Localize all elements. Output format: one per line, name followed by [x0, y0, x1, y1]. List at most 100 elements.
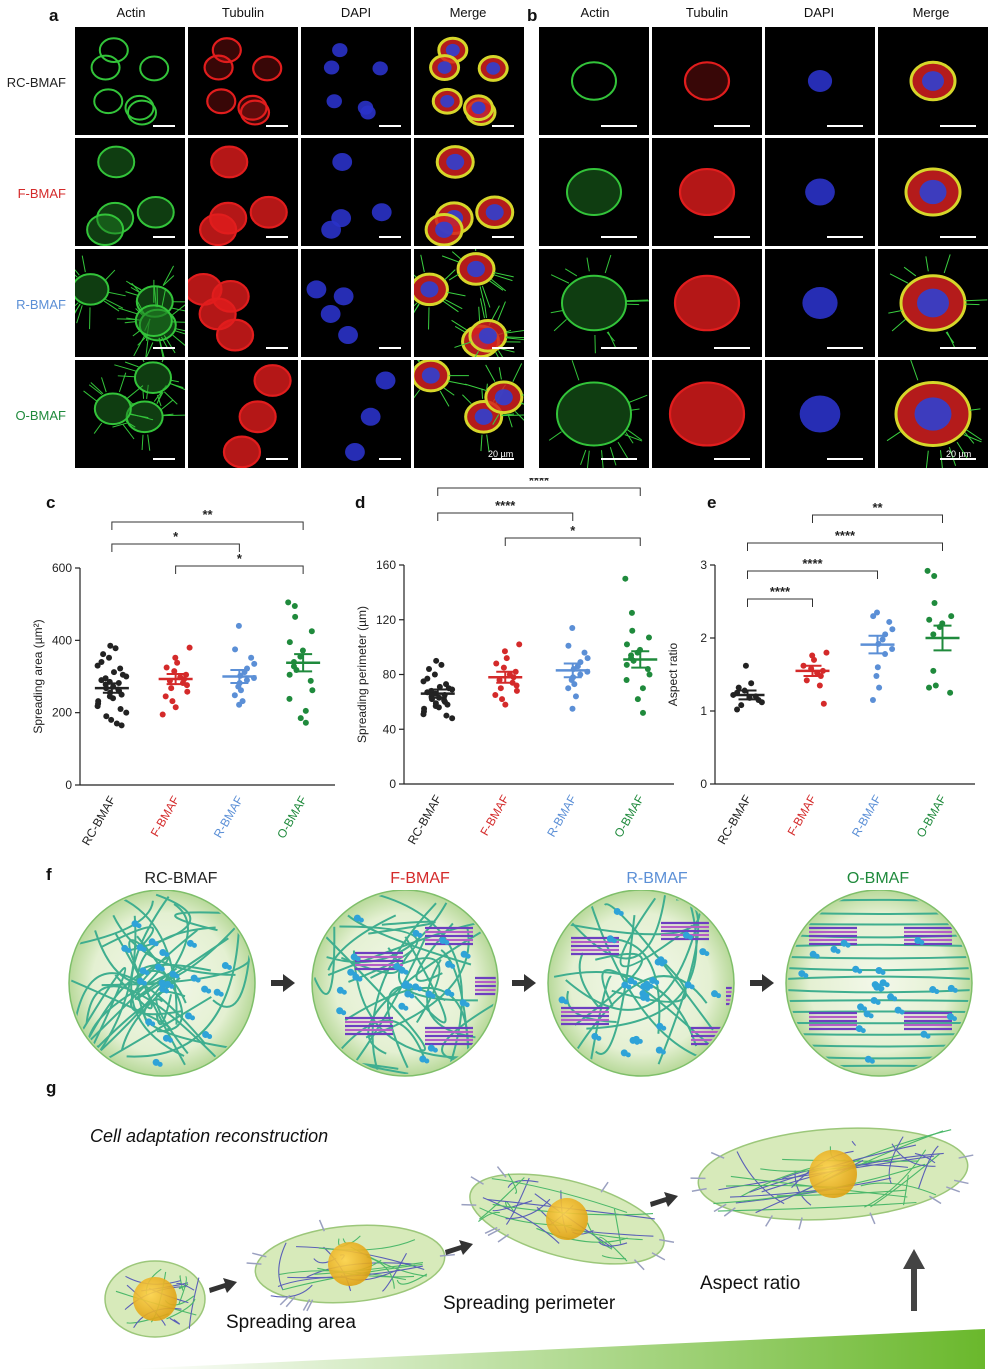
data-point	[811, 656, 818, 663]
data-point	[117, 665, 124, 672]
scale-bar	[492, 347, 514, 349]
grid-a-image-r-actin	[75, 249, 185, 357]
scale-bar	[827, 347, 863, 349]
scale-bar	[492, 236, 514, 238]
scale-bar	[714, 458, 750, 460]
g-label-area: Spreading area	[226, 1312, 356, 1333]
data-point	[816, 682, 823, 689]
data-point	[628, 609, 635, 616]
y-tick-label: 3	[700, 558, 707, 572]
data-point	[639, 685, 646, 692]
grid-b-image-o-actin	[539, 360, 649, 468]
data-point	[501, 648, 508, 655]
data-point	[435, 704, 442, 711]
grid-a-image-rc-actin	[75, 27, 185, 135]
data-point	[248, 654, 255, 661]
scale-bar-label-b: 20 µm	[946, 449, 972, 459]
data-point	[639, 709, 646, 716]
y-axis-label: Spreading perimeter (µm)	[355, 606, 369, 743]
grid-a-image-f-dapi	[301, 138, 411, 246]
grid-a-image-o-merge	[414, 360, 524, 468]
data-point	[629, 627, 636, 634]
scale-bar	[827, 458, 863, 460]
grid-b-image-r-tubulin	[652, 249, 762, 357]
data-point	[869, 697, 876, 704]
data-point	[581, 649, 588, 656]
data-point	[623, 676, 630, 683]
data-point	[108, 716, 115, 723]
scale-bar	[601, 125, 637, 127]
y-tick-label: 80	[383, 668, 397, 682]
panel-letter-a: a	[49, 6, 59, 25]
grid-a-image-f-tubulin	[188, 138, 298, 246]
x-category-label: O-BMAF	[914, 793, 949, 840]
data-point	[110, 695, 117, 702]
x-category-label: F-BMAF	[148, 794, 182, 840]
x-category-label: RC-BMAF	[79, 794, 118, 848]
data-point	[231, 692, 238, 699]
y-tick-label: 0	[389, 777, 396, 791]
schematic-title-o: O-BMAF	[846, 870, 910, 887]
data-point	[645, 634, 652, 641]
scale-bar	[601, 458, 637, 460]
significance-bracket	[437, 487, 641, 496]
data-point	[565, 685, 572, 692]
significance-bracket	[747, 598, 813, 607]
data-point	[742, 662, 749, 669]
data-point	[168, 685, 175, 692]
data-point	[302, 719, 309, 726]
data-point	[159, 711, 166, 718]
b-col-tubulin: Tubulin	[685, 5, 729, 20]
schematic-title-rc: RC-BMAF	[144, 870, 218, 887]
nucleus	[328, 1242, 372, 1286]
cell-illustration	[461, 1166, 675, 1271]
grid-a-image-o-tubulin	[188, 360, 298, 468]
data-point	[803, 677, 810, 684]
data-point	[748, 680, 755, 687]
scale-bar	[601, 236, 637, 238]
scale-bar	[153, 347, 175, 349]
grid-a-image-o-dapi	[301, 360, 411, 468]
data-point	[297, 715, 304, 722]
data-point	[820, 700, 827, 707]
data-point	[565, 642, 572, 649]
data-point	[237, 687, 244, 694]
data-point	[123, 673, 130, 680]
data-point	[493, 660, 500, 667]
data-point	[800, 662, 807, 669]
y-axis-label: Spreading area (µm²)	[31, 619, 45, 733]
significance-bracket	[747, 570, 878, 579]
data-point	[106, 654, 113, 661]
data-point	[503, 655, 510, 662]
schematic-title-f: F-BMAF	[390, 870, 450, 887]
data-point	[286, 671, 293, 678]
scale-bar	[492, 458, 514, 460]
chart-c-svg: 0 200 400 600 Spreading area (µm²) RC-BMAF F-B…	[31, 507, 335, 848]
chart-c: 0 200 400 600 Spreading area (µm²) RC-BMAF F-B…	[20, 500, 350, 860]
data-point	[502, 701, 509, 708]
hydrogel-sphere	[68, 890, 256, 1077]
scale-bar	[714, 236, 750, 238]
data-point	[299, 647, 306, 654]
data-point	[236, 701, 243, 708]
grid-b-image-r-actin	[539, 249, 649, 357]
data-point	[420, 678, 427, 685]
g-label-aspect: Aspect ratio	[700, 1273, 801, 1294]
scale-bar	[153, 458, 175, 460]
data-point	[947, 689, 954, 696]
grid-b-image-rc-dapi	[765, 27, 875, 135]
data-point	[879, 636, 886, 643]
g-title: Cell adaptation reconstruction	[90, 1126, 329, 1146]
data-point	[94, 662, 101, 669]
arrow-right-icon	[209, 1278, 237, 1293]
scale-bar	[940, 458, 976, 460]
scale-bar	[714, 347, 750, 349]
grid-b-image-r-dapi	[765, 249, 875, 357]
a-row-r-bmaf: R-BMAF	[16, 297, 66, 312]
arrow-right-icon	[512, 974, 536, 992]
hydrogel-sphere	[785, 890, 973, 1077]
data-point	[169, 698, 176, 705]
data-point	[874, 609, 881, 616]
data-point	[232, 646, 239, 653]
a-col-dapi: DAPI	[340, 5, 372, 20]
